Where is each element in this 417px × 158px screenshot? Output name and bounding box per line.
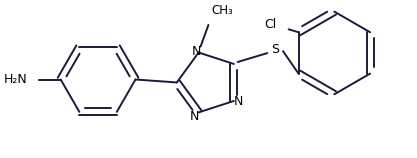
Text: N: N (234, 95, 244, 108)
Text: Cl: Cl (265, 18, 277, 31)
Text: N: N (190, 110, 199, 123)
Text: S: S (271, 43, 279, 56)
Text: N: N (192, 45, 201, 58)
Text: CH₃: CH₃ (211, 4, 233, 17)
Text: H₂N: H₂N (3, 73, 27, 86)
